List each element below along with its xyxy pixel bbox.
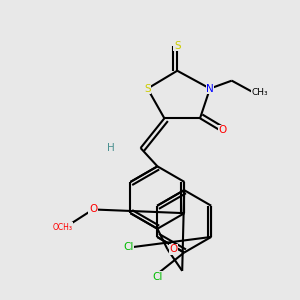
Text: S: S [174,41,181,51]
Text: OCH₃: OCH₃ [52,223,72,232]
Text: O: O [219,125,227,135]
Text: H: H [107,143,115,153]
Text: O: O [89,204,97,214]
Text: S: S [144,84,151,94]
Text: O: O [169,244,177,254]
Text: CH₃: CH₃ [251,88,268,97]
Text: Cl: Cl [123,242,134,252]
Text: Cl: Cl [152,272,163,282]
Text: N: N [206,84,214,94]
